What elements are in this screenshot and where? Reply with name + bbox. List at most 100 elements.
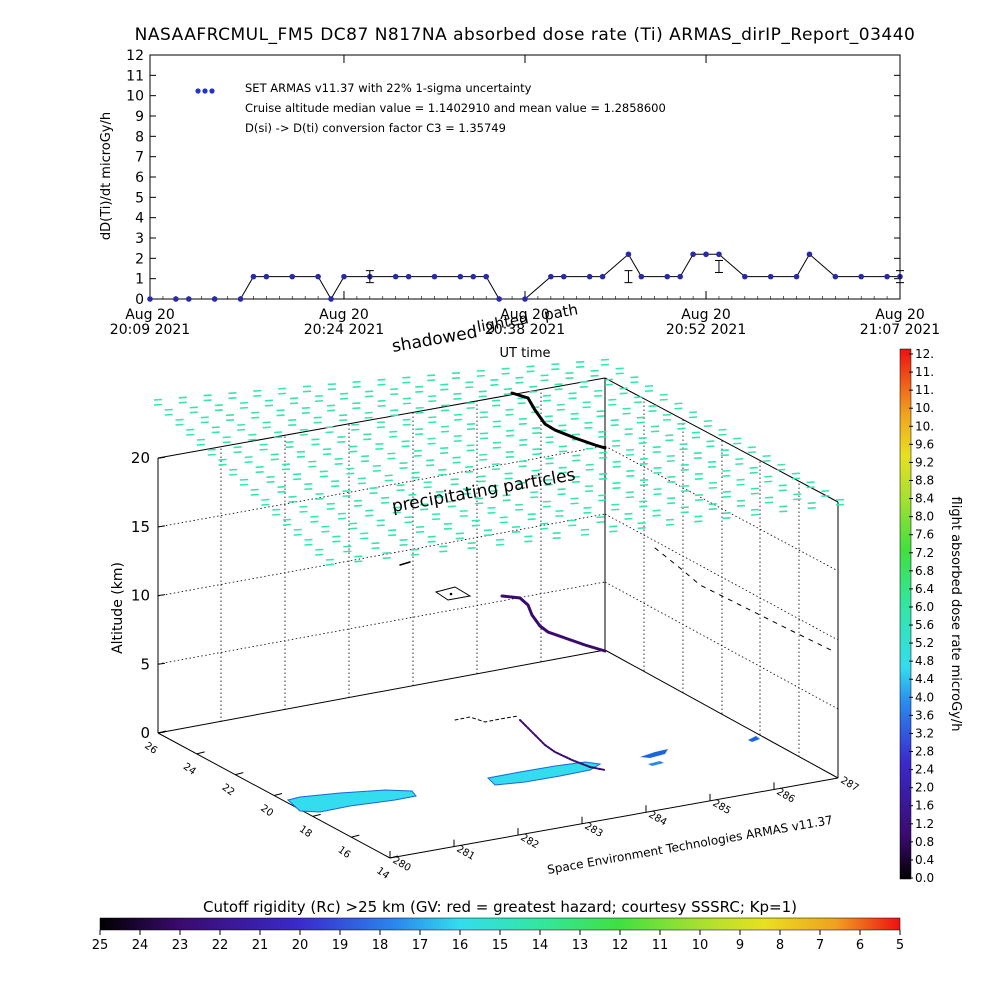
precip-marker xyxy=(479,437,489,440)
longitude-tick-label: 284 xyxy=(647,809,669,828)
precip-marker xyxy=(518,465,527,468)
precip-marker xyxy=(325,431,334,434)
precip-marker xyxy=(492,441,501,444)
precip-marker xyxy=(619,387,628,390)
precip-marker xyxy=(153,403,163,406)
precip-marker xyxy=(459,514,468,518)
latitude-tick-label: 20 xyxy=(258,803,275,819)
precip-marker xyxy=(342,494,351,498)
precip-marker xyxy=(544,420,553,423)
precip-marker xyxy=(677,422,686,425)
precip-marker xyxy=(590,369,599,372)
precip-marker xyxy=(402,397,411,400)
precip-marker xyxy=(735,457,744,461)
precip-marker xyxy=(612,482,621,485)
precip-marker xyxy=(765,496,774,499)
precip-marker xyxy=(579,385,588,389)
precip-marker xyxy=(659,398,668,401)
precip-marker xyxy=(311,438,320,441)
precip-marker xyxy=(211,431,220,434)
precip-marker xyxy=(544,483,553,486)
precip-marker xyxy=(674,402,683,405)
top-x-tick-time: 20:38 2021 xyxy=(485,322,565,338)
precip-marker xyxy=(229,468,238,471)
precip-marker xyxy=(645,384,654,388)
precip-marker xyxy=(200,416,209,419)
altitude-tick-label: 5 xyxy=(140,655,150,673)
precip-marker xyxy=(478,395,487,398)
precip-marker xyxy=(648,410,657,413)
latitude-tick-label: 16 xyxy=(336,845,353,861)
precip-marker xyxy=(423,486,432,489)
precip-marker xyxy=(600,358,610,361)
cutoff-rigidity-colorbar-tick-label: 11 xyxy=(652,938,669,953)
precip-marker xyxy=(352,385,361,389)
precip-marker xyxy=(426,464,435,467)
precip-marker xyxy=(351,423,360,426)
precip-marker xyxy=(652,445,661,449)
precip-marker xyxy=(506,429,515,432)
precip-marker xyxy=(438,473,447,476)
precip-marker xyxy=(807,507,816,510)
precip-marker xyxy=(736,499,746,502)
precip-marker xyxy=(453,439,462,443)
dose-rate-colorbar-tick-label: 2.8 xyxy=(915,745,934,759)
precip-marker xyxy=(327,383,336,386)
dose-rate-point xyxy=(496,296,502,302)
dose-rate-point xyxy=(237,296,244,302)
dose-rate-point xyxy=(548,273,554,280)
precip-marker xyxy=(598,435,607,438)
precip-marker xyxy=(609,525,618,528)
precip-marker xyxy=(667,480,676,484)
precip-marker xyxy=(428,400,437,403)
precip-marker xyxy=(237,428,246,431)
precip-marker xyxy=(175,418,184,421)
precip-marker xyxy=(708,460,717,464)
precip-marker xyxy=(599,477,608,480)
precip-marker xyxy=(390,393,399,396)
precip-marker xyxy=(440,452,449,455)
cutoff-rigidity-colorbar-ticks: 25 24 23 22 21 20 19 18 17 16 15 14 13 12 11 10 9 8 7 6 5 xyxy=(92,930,904,953)
precip-marker xyxy=(387,457,396,460)
precip-marker xyxy=(399,467,408,470)
precip-marker xyxy=(371,547,380,550)
bottom-3d-chart: 0 5 10 15 20 Altitude (km) 26 24 22 20 18 16 14 28… xyxy=(110,300,861,881)
precip-marker xyxy=(639,505,648,508)
precip-marker xyxy=(608,403,617,406)
precip-marker xyxy=(491,463,501,466)
precip-marker xyxy=(651,430,660,433)
precip-marker xyxy=(310,515,319,518)
dose-rate-colorbar-tick-label: 7.2 xyxy=(915,546,934,560)
back-wall-grid xyxy=(157,390,839,757)
precip-marker xyxy=(558,471,567,474)
precip-marker xyxy=(274,436,283,439)
precip-marker xyxy=(570,412,579,415)
precip-marker xyxy=(440,383,449,386)
precip-marker xyxy=(411,476,420,479)
precip-marker xyxy=(342,489,351,493)
precip-marker xyxy=(384,479,393,482)
precip-marker xyxy=(568,397,577,400)
precip-marker xyxy=(289,397,299,400)
precip-marker xyxy=(639,462,648,465)
cutoff-rigidity-colorbar-tick-label: 14 xyxy=(532,938,549,953)
precip-marker xyxy=(689,411,698,414)
precip-marker xyxy=(200,421,209,424)
dose-rate-point xyxy=(250,273,257,280)
precip-marker xyxy=(556,408,565,411)
precip-marker xyxy=(415,411,424,414)
precip-marker xyxy=(453,397,462,400)
dose-rate-colorbar-tick-label: 10. xyxy=(915,419,934,433)
precip-marker xyxy=(483,534,492,537)
precip-marker xyxy=(736,483,745,486)
precip-marker xyxy=(270,458,279,461)
precip-marker xyxy=(556,403,565,406)
precip-marker xyxy=(410,553,420,556)
precip-marker xyxy=(233,446,242,449)
precip-marker xyxy=(558,445,568,448)
precip-marker xyxy=(492,404,501,407)
precip-marker xyxy=(364,411,373,414)
precip-marker xyxy=(389,435,398,438)
precip-marker xyxy=(637,527,646,530)
precip-marker xyxy=(821,494,830,498)
